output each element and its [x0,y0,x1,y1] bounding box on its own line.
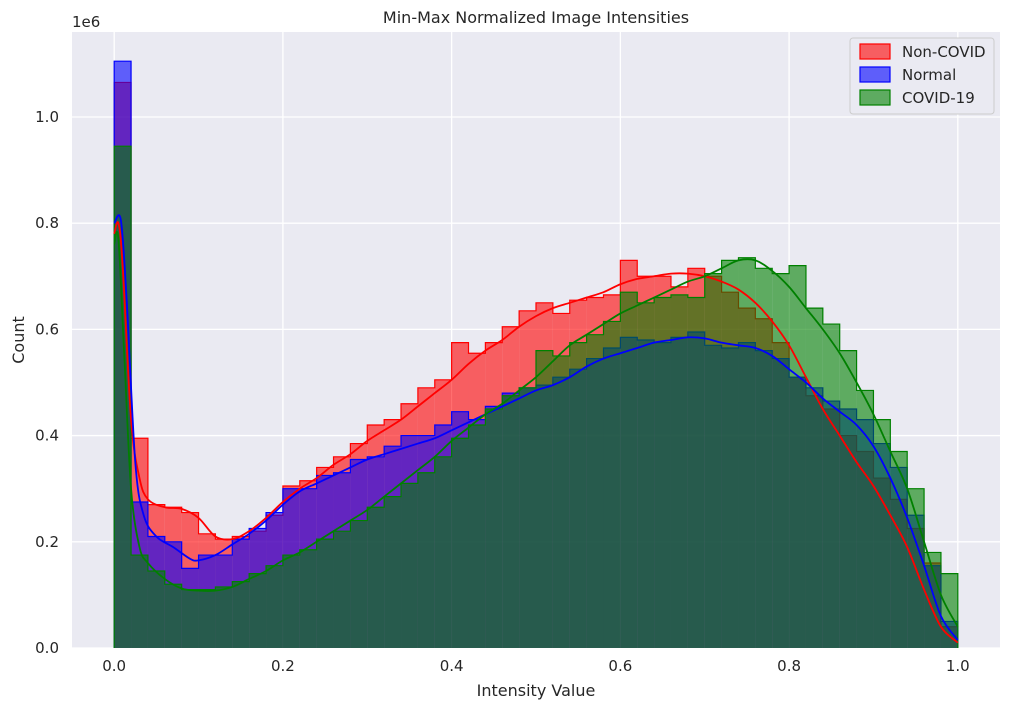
histogram-bar [198,589,216,648]
x-tick-label: 1.0 [946,657,970,675]
histogram-bar [215,586,233,648]
legend-label: Normal [902,66,956,84]
kde-curves [113,214,959,644]
histogram-bar [249,573,267,648]
histogram-bar [654,297,671,648]
histogram-bar [839,350,857,648]
histogram-bar [772,273,790,648]
histogram-bar [147,571,165,648]
histogram-bar [536,350,553,648]
y-tick-label: 0.8 [35,214,59,232]
y-axis-ticks: 0.0 0.2 0.4 0.6 0.8 1.0 [35,108,59,657]
y-scale-label: 1e6 [72,13,100,31]
histogram-bar [502,395,520,648]
chart-title: Min-Max Normalized Image Intensities [383,8,689,27]
histogram-bar [603,321,621,648]
y-tick-label: 0.4 [35,427,59,445]
legend-swatch [859,66,891,83]
histogram-bar [468,424,486,648]
legend: Non-COVID Normal COVID-19 [849,37,995,115]
histogram-bar [586,334,604,648]
histogram-bar [451,438,469,648]
x-axis-ticks: 0.0 0.2 0.4 0.6 0.8 1.0 [102,657,969,675]
histogram-bar [350,520,368,648]
histogram-bar [164,584,182,648]
histogram-bar [721,260,739,648]
histogram-bar [299,549,317,648]
legend-label: COVID-19 [902,89,975,107]
histogram-bar [670,294,688,648]
x-axis-label: Intensity Value [477,681,596,700]
histogram-bar [620,292,638,648]
kde-line-normal [113,214,959,641]
legend-swatch [859,89,891,106]
histogram-bar [316,539,334,648]
histogram-bar [704,273,722,648]
y-tick-label: 1.0 [35,108,59,126]
histogram-bar [232,581,250,648]
histogram-bar [789,265,806,648]
histogram-bar [755,268,773,648]
histogram-bar [434,456,452,648]
y-tick-label: 0.6 [35,320,59,338]
y-tick-label: 0.2 [35,533,59,551]
histogram-bar [519,387,536,648]
kde-line-covid-19 [113,231,959,628]
histogram-bar [637,302,655,648]
histogram-bar [687,297,705,648]
histogram-bar [384,496,402,648]
histogram-bar [131,555,148,648]
x-tick-label: 0.0 [102,657,126,675]
histogram-bar [805,308,823,648]
histogram-bar [552,355,570,648]
histogram-bar [333,531,351,648]
x-tick-label: 0.6 [608,657,632,675]
histogram-bar [569,342,587,648]
histogram-bar [282,555,300,648]
kde-line-non-covid [113,221,959,644]
histogram-bars [113,60,959,649]
histogram-bar [485,409,503,648]
histogram-bar [114,146,132,648]
histogram-bar [417,472,435,648]
y-axis-label: Count [9,316,28,364]
histogram-bar [890,451,908,648]
legend-label: Non-COVID [902,43,986,61]
histogram-bar [822,324,840,648]
y-tick-label: 0.0 [35,639,59,657]
histogram-bar [266,565,283,648]
x-tick-label: 0.8 [777,657,801,675]
x-tick-label: 0.2 [271,657,295,675]
histogram-bar [738,257,756,648]
x-tick-label: 0.4 [440,657,464,675]
histogram-bar [873,419,891,648]
histogram-bar [181,589,199,648]
histogram-bar [856,390,874,648]
histogram-bar [367,507,385,648]
series-covid-19-bars [113,145,959,648]
legend-swatch [859,43,891,60]
histogram-bar [401,483,418,648]
